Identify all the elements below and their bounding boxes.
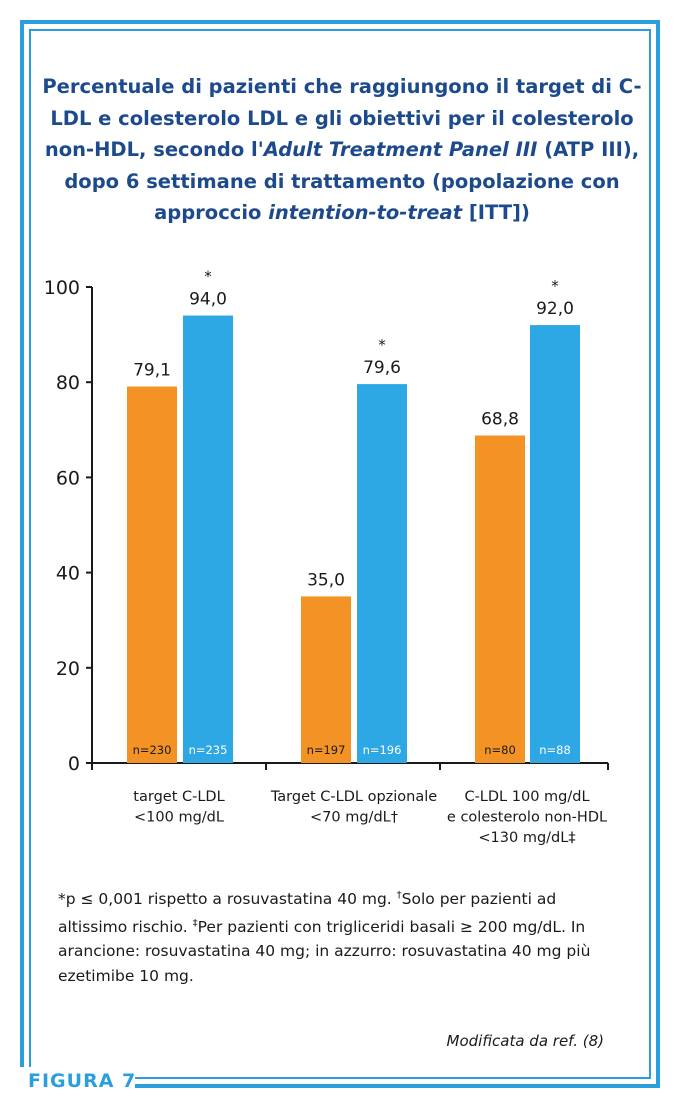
significance-marker: * bbox=[378, 336, 386, 354]
bar-n-label: n=235 bbox=[189, 743, 228, 757]
x-category-label: <100 mg/dL bbox=[134, 810, 224, 826]
x-category-label: e colesterolo non-HDL bbox=[447, 810, 607, 826]
y-tick-label: 40 bbox=[56, 563, 80, 585]
bar bbox=[301, 596, 351, 763]
bar-n-label: n=80 bbox=[484, 743, 516, 757]
footnote-double-dagger-text: Per pazienti con trigliceridi basali ≥ 2… bbox=[58, 917, 591, 985]
footnote-significance: *p ≤ 0,001 rispetto a rosuvastatina 40 m… bbox=[58, 890, 397, 909]
y-tick-label: 0 bbox=[68, 753, 80, 775]
bar bbox=[183, 315, 233, 763]
significance-marker: * bbox=[551, 277, 559, 295]
x-category-label: C-LDL 100 mg/dL bbox=[464, 789, 589, 805]
title-part-2: (ATP III), dopo 6 settimane di trattamen… bbox=[64, 138, 640, 224]
bar-value-label: 68,8 bbox=[481, 410, 519, 430]
y-tick-label: 60 bbox=[56, 467, 80, 489]
figure-label: FIGURA 7 bbox=[28, 1070, 137, 1092]
title-italic-1: Adult Treatment Panel III bbox=[263, 138, 538, 161]
y-tick-label: 100 bbox=[44, 277, 80, 299]
outer-frame bbox=[20, 20, 660, 1088]
title-part-3: [ITT]) bbox=[462, 201, 530, 224]
y-tick-label: 20 bbox=[56, 658, 80, 680]
bar bbox=[530, 325, 580, 763]
significance-marker: * bbox=[204, 268, 212, 286]
footnote: *p ≤ 0,001 rispetto a rosuvastatina 40 m… bbox=[58, 884, 628, 988]
bar-value-label: 94,0 bbox=[189, 290, 227, 310]
bar-value-label: 79,6 bbox=[363, 358, 401, 378]
bar-value-label: 92,0 bbox=[536, 299, 574, 319]
bar-n-label: n=230 bbox=[133, 743, 172, 757]
x-category-label: target C-LDL bbox=[133, 789, 224, 805]
source-note: Modificata da ref. (8) bbox=[446, 1032, 604, 1050]
bar bbox=[357, 384, 407, 763]
x-category-label: Target C-LDL opzionale bbox=[270, 789, 437, 805]
bar-value-label: 35,0 bbox=[307, 570, 345, 590]
bar-n-label: n=197 bbox=[307, 743, 346, 757]
bar-n-label: n=88 bbox=[539, 743, 571, 757]
y-tick-label: 80 bbox=[56, 372, 80, 394]
x-category-label: <130 mg/dL‡ bbox=[478, 830, 575, 846]
title-italic-2: intention-to-treat bbox=[268, 201, 463, 224]
footnote-dagger-text: Solo per pazienti ad altissimo rischio. bbox=[58, 890, 557, 936]
inner-frame bbox=[29, 29, 651, 1079]
title-part-1: Percentuale di pazienti che raggiungono … bbox=[42, 75, 642, 161]
bar-n-label: n=196 bbox=[363, 743, 402, 757]
figure-label-background bbox=[20, 1067, 135, 1099]
footnote-dagger: † bbox=[396, 890, 402, 901]
bar bbox=[127, 386, 177, 763]
chart-title: Percentuale di pazienti che raggiungono … bbox=[42, 71, 642, 229]
bar-value-label: 79,1 bbox=[133, 360, 171, 380]
footnote-double-dagger: ‡ bbox=[192, 917, 198, 929]
bar bbox=[475, 435, 525, 763]
x-category-label: <70 mg/dL† bbox=[310, 810, 398, 826]
